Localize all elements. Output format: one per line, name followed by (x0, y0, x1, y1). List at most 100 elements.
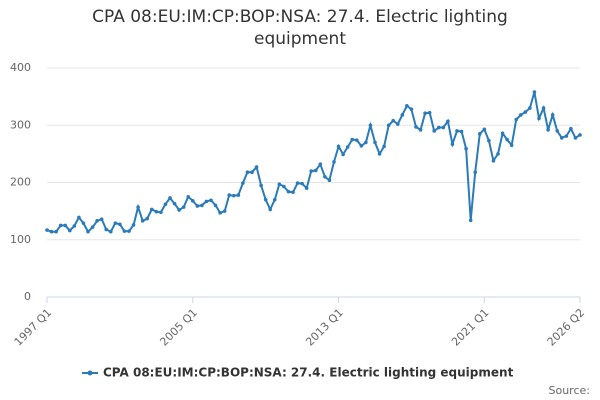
point (168, 196, 172, 200)
point (573, 136, 578, 140)
point (81, 221, 86, 225)
point (441, 125, 446, 130)
point (477, 132, 482, 136)
point (231, 193, 236, 198)
point (104, 227, 109, 232)
point (204, 199, 209, 204)
point (518, 113, 523, 117)
point (555, 129, 560, 133)
point (546, 128, 550, 132)
point (345, 145, 350, 149)
series-line (46, 91, 581, 234)
y-tick-label: 300 (10, 118, 31, 131)
chart-title: CPA 08:EU:IM:CP:BOP:NSA: 27.4. Electric … (92, 7, 508, 49)
y-tick-label: 400 (10, 61, 31, 74)
point (49, 229, 54, 234)
point (391, 118, 396, 123)
point (514, 117, 519, 122)
point (159, 210, 163, 215)
point (241, 181, 245, 185)
point (263, 197, 268, 202)
point (578, 133, 582, 137)
point (468, 218, 473, 223)
point (532, 90, 537, 94)
point (45, 228, 49, 232)
point (136, 205, 140, 209)
point (90, 225, 95, 229)
point (336, 144, 341, 149)
point (131, 223, 136, 227)
point (195, 204, 200, 208)
point (482, 127, 487, 132)
point (528, 106, 532, 110)
point (286, 189, 291, 194)
point (67, 228, 72, 233)
point (373, 140, 377, 145)
point (99, 217, 104, 221)
point (541, 106, 546, 110)
point (459, 129, 464, 134)
point (222, 209, 227, 213)
point (63, 223, 68, 228)
point (395, 122, 400, 126)
point (113, 221, 118, 225)
point (377, 152, 382, 156)
source: Source: (549, 384, 591, 397)
point (350, 137, 355, 142)
point (186, 195, 191, 199)
x-tick-label: 2013 Q1 (303, 306, 346, 349)
point (509, 143, 514, 148)
point (418, 128, 423, 132)
point (304, 186, 309, 191)
point (550, 113, 555, 117)
legend-label: CPA 08:EU:IM:CP:BOP:NSA: 27.4. Electric … (103, 366, 514, 380)
point (332, 160, 336, 164)
point (313, 168, 318, 173)
point (190, 199, 195, 203)
point (268, 207, 273, 212)
point (569, 126, 573, 131)
point (341, 152, 345, 157)
point (118, 222, 122, 227)
x-tick-label: 1997 Q1 (12, 306, 55, 349)
point (250, 170, 254, 174)
point (282, 184, 286, 189)
point (487, 138, 491, 143)
point (149, 207, 154, 212)
point (181, 205, 186, 209)
point (359, 144, 364, 148)
x-tick-label: 2026 Q2 (545, 306, 588, 349)
y-tick-label: 100 (10, 233, 31, 246)
y-tick-label: 200 (10, 176, 31, 189)
point (564, 134, 569, 138)
point (227, 193, 232, 197)
point (464, 146, 468, 151)
point (254, 165, 259, 169)
x-tick-label: 2005 Q1 (157, 306, 200, 349)
point (200, 203, 204, 208)
point (236, 193, 241, 197)
point (446, 119, 450, 124)
point (523, 110, 528, 114)
point (172, 201, 177, 206)
point (473, 170, 478, 174)
point (209, 198, 213, 203)
point (54, 229, 58, 234)
point (77, 215, 81, 220)
point (127, 229, 131, 233)
point (432, 129, 437, 133)
point (427, 110, 432, 115)
point (500, 131, 505, 136)
point (436, 125, 441, 130)
point (323, 174, 327, 179)
x-tick-label: 2021 Q1 (449, 306, 492, 349)
point (108, 229, 113, 234)
point (409, 107, 414, 112)
point (496, 152, 500, 156)
point (213, 203, 218, 208)
point (327, 178, 332, 183)
point (300, 181, 304, 186)
point (455, 129, 459, 133)
point (291, 190, 295, 195)
